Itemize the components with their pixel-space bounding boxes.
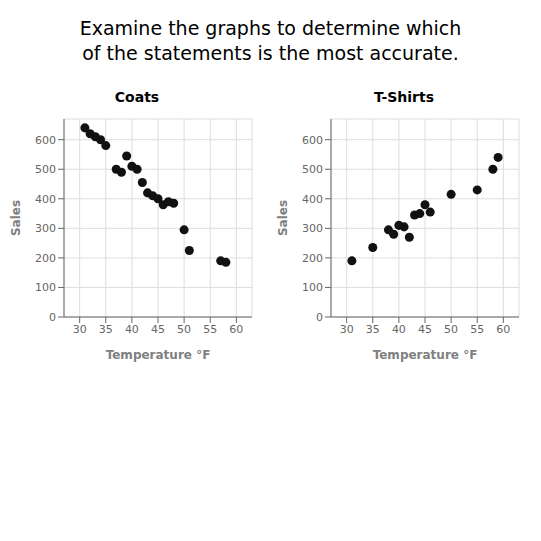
html-text:T-Shirts: T-Shirts (374, 89, 434, 106)
svg-text:600: 600 (35, 134, 56, 147)
svg-text:Temperature °F: Temperature °F (106, 348, 211, 362)
svg-text:300: 300 (35, 223, 56, 236)
svg-text:55: 55 (470, 323, 484, 336)
svg-text:50: 50 (444, 323, 458, 336)
html-text:Coats: Coats (114, 89, 160, 106)
html-text:Examine the graphs to determin: Examine the graphs to determine which (79, 17, 462, 39)
svg-text:0: 0 (49, 311, 56, 324)
svg-text:0: 0 (316, 311, 323, 324)
svg-text:35: 35 (99, 323, 113, 336)
svg-text:500: 500 (35, 164, 56, 177)
svg-text:50: 50 (177, 323, 191, 336)
svg-text:30: 30 (340, 323, 354, 336)
svg-text:100: 100 (302, 282, 323, 295)
svg-text:200: 200 (302, 252, 323, 265)
svg-text:200: 200 (35, 252, 56, 265)
svg-text:45: 45 (418, 323, 432, 336)
svg-text:60: 60 (229, 323, 243, 336)
svg-text:60: 60 (496, 323, 510, 336)
svg-text:100: 100 (35, 282, 56, 295)
svg-text:400: 400 (35, 193, 56, 206)
svg-text:600: 600 (302, 134, 323, 147)
svg-text:45: 45 (151, 323, 165, 336)
svg-text:Sales: Sales (276, 200, 290, 236)
svg-text:40: 40 (392, 323, 406, 336)
svg-text:Temperature °F: Temperature °F (373, 348, 478, 362)
svg-text:55: 55 (203, 323, 217, 336)
svg-text:30: 30 (73, 323, 87, 336)
svg-text:300: 300 (302, 223, 323, 236)
svg-text:500: 500 (302, 164, 323, 177)
svg-text:40: 40 (125, 323, 139, 336)
svg-text:400: 400 (302, 193, 323, 206)
svg-text:Sales: Sales (9, 200, 23, 236)
svg-text:35: 35 (366, 323, 380, 336)
html-text:of the statements is the most: of the statements is the most accurate. (82, 41, 459, 64)
